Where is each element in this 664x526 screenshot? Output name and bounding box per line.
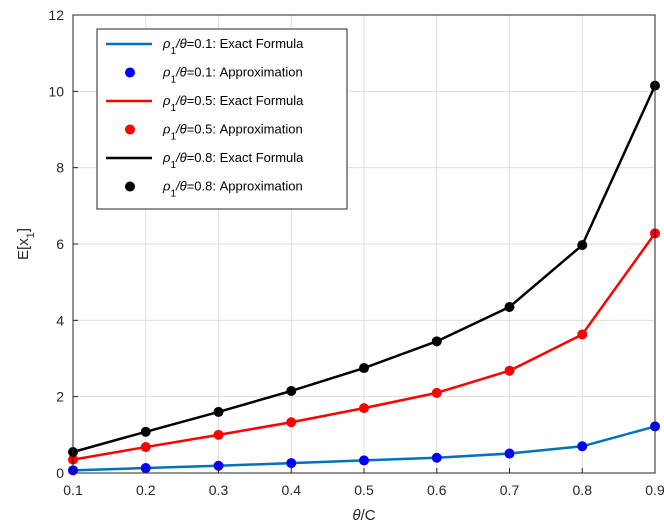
legend-marker-swatch	[125, 67, 135, 78]
approx-point-rho-0.8	[140, 426, 151, 437]
legend-box	[96, 28, 348, 210]
legend-label: ρ1/θ=0.5: Exact Formula	[162, 93, 304, 114]
approx-point-rho-0.5	[140, 442, 151, 453]
approx-point-rho-0.8	[359, 363, 369, 374]
approx-point-rho-0.1	[286, 458, 297, 469]
x-tick-label: 0.4	[282, 482, 302, 498]
approx-point-rho-0.1	[359, 455, 369, 466]
x-axis-ticks: 0.1 0.2 0.3 0.4 0.5 0.6 0.7 0.8 0.9	[63, 468, 664, 498]
approx-point-rho-0.8	[431, 336, 442, 347]
legend-label: ρ1/θ=0.5: Approximation	[162, 122, 303, 143]
approx-point-rho-0.5	[359, 403, 369, 414]
legend-item: ρ1/θ=0.5: Approximation	[125, 122, 303, 143]
legend-label: ρ1/θ=0.1: Approximation	[162, 65, 303, 86]
legend-label: ρ1/θ=0.1: Exact Formula	[162, 36, 304, 57]
approx-point-rho-0.8	[577, 240, 588, 251]
legend-item: ρ1/θ=0.8: Approximation	[125, 179, 303, 200]
legend-item: ρ1/θ=0.1: Approximation	[125, 65, 303, 86]
x-tick-label: 0.6	[427, 482, 447, 498]
y-axis-label: E[x1]	[15, 228, 37, 260]
x-tick-label: 0.8	[573, 482, 593, 498]
legend-item: ρ1/θ=0.5: Exact Formula	[106, 93, 304, 114]
approx-point-rho-0.1	[504, 448, 515, 459]
approx-point-rho-0.5	[286, 417, 297, 428]
approx-point-rho-0.5	[431, 387, 442, 398]
y-tick-label: 4	[56, 312, 64, 328]
y-tick-label: 12	[48, 7, 64, 23]
approx-point-rho-0.1	[577, 441, 588, 452]
x-tick-label: 0.2	[136, 482, 156, 498]
approx-point-rho-0.8	[213, 406, 224, 417]
legend-label: ρ1/θ=0.8: Exact Formula	[162, 150, 304, 171]
y-tick-label: 8	[56, 160, 64, 176]
y-tick-label: 6	[56, 236, 64, 252]
x-tick-label: 0.5	[354, 482, 374, 498]
y-tick-label: 2	[56, 389, 64, 405]
approx-point-rho-0.1	[431, 452, 442, 463]
y-axis-ticks: 0 2 4 6 8 10 12	[48, 7, 78, 481]
approx-point-rho-0.5	[504, 365, 515, 376]
x-tick-label: 0.7	[500, 482, 520, 498]
x-tick-label: 0.9	[645, 482, 664, 498]
x-tick-label: 0.1	[63, 482, 83, 498]
approx-point-rho-0.8	[504, 301, 515, 312]
approx-point-rho-0.1	[213, 460, 224, 471]
legend-item: ρ1/θ=0.1: Exact Formula	[106, 36, 304, 57]
legend-label: ρ1/θ=0.8: Approximation	[162, 179, 303, 200]
x-axis-label: θ/C	[352, 507, 375, 524]
legend: ρ1/θ=0.1: Exact Formula ρ1/θ=0.1: Approxi…	[96, 28, 348, 210]
approx-point-rho-0.8	[286, 385, 297, 396]
legend-marker-swatch	[125, 124, 135, 135]
y-tick-label: 10	[48, 83, 64, 99]
legend-item: ρ1/θ=0.8: Exact Formula	[106, 150, 304, 171]
x-tick-label: 0.3	[209, 482, 229, 498]
y-tick-label: 0	[56, 465, 64, 481]
approx-point-rho-0.5	[213, 429, 224, 440]
approx-point-rho-0.5	[577, 329, 588, 340]
legend-marker-swatch	[125, 181, 135, 192]
